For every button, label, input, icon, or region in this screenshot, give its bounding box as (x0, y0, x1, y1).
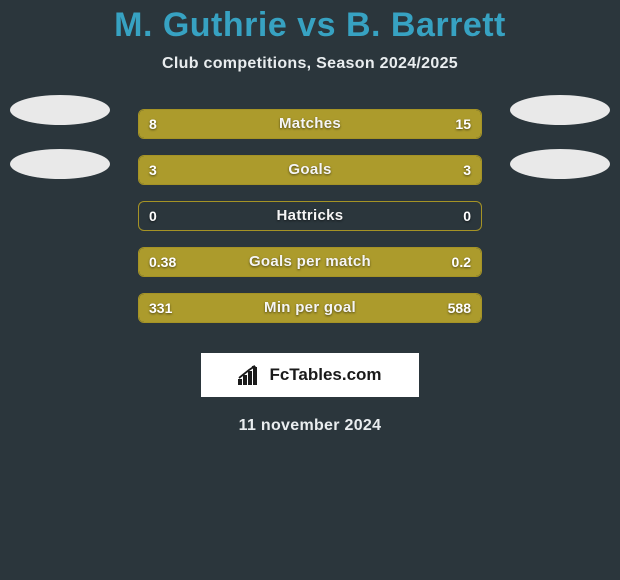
page-subtitle: Club competitions, Season 2024/2025 (0, 55, 620, 73)
stat-label: Matches (139, 110, 481, 138)
stat-value-right: 0 (463, 202, 471, 230)
player-left-badge (10, 95, 110, 125)
brand-text: FcTables.com (269, 365, 381, 385)
comparison-page: M. Guthrie vs B. Barrett Club competitio… (0, 0, 620, 580)
stat-value-left: 0 (149, 202, 157, 230)
stat-value-right: 15 (455, 110, 471, 138)
stat-value-right: 588 (448, 294, 471, 322)
stat-label: Goals (139, 156, 481, 184)
stat-row: Goals per match0.38 0.2 (138, 247, 482, 277)
stat-rows: Matches8 15 Goals3 3 Hattricks0 0 Goals per ma… (138, 109, 482, 323)
player-right-badge (510, 95, 610, 125)
stat-value-left: 0.38 (149, 248, 176, 276)
stat-value-left: 3 (149, 156, 157, 184)
bar-chart-icon (238, 365, 262, 385)
page-title: M. Guthrie vs B. Barrett (0, 6, 620, 45)
stat-label: Hattricks (139, 202, 481, 230)
stat-label: Min per goal (139, 294, 481, 322)
stat-value-right: 3 (463, 156, 471, 184)
stat-label: Goals per match (139, 248, 481, 276)
player-left-badge (10, 149, 110, 179)
brand-badge: FcTables.com (201, 353, 419, 397)
player-right-badge (510, 149, 610, 179)
stat-value-left: 331 (149, 294, 172, 322)
stat-row: Goals3 3 (138, 155, 482, 185)
stat-value-right: 0.2 (452, 248, 471, 276)
snapshot-date: 11 november 2024 (0, 417, 620, 435)
stat-value-left: 8 (149, 110, 157, 138)
comparison-block: Matches8 15 Goals3 3 Hattricks0 0 Goals per ma… (0, 109, 620, 323)
stat-row: Matches8 15 (138, 109, 482, 139)
stat-row: Min per goal331 588 (138, 293, 482, 323)
stat-row: Hattricks0 0 (138, 201, 482, 231)
